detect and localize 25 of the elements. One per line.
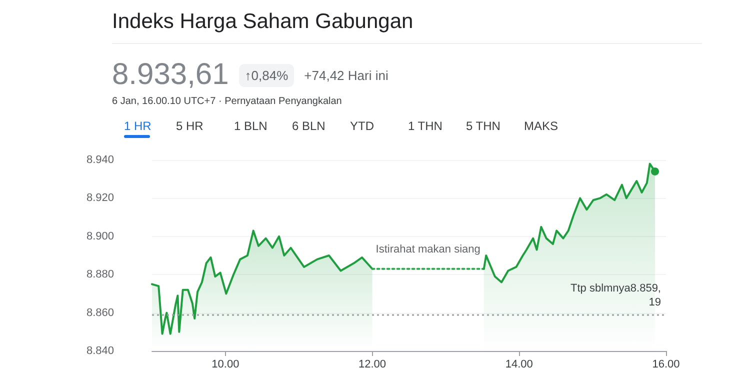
y-tick-label: 8.920 xyxy=(86,192,114,204)
text: 5 HR xyxy=(176,119,204,133)
text: YTD xyxy=(350,119,375,133)
x-tick-label: 16.00 xyxy=(652,358,680,370)
text: 1 BLN xyxy=(234,119,268,133)
y-tick-label: 8.940 xyxy=(86,154,114,166)
y-tick-label: 8.900 xyxy=(86,230,114,242)
text: 1 HR xyxy=(124,119,152,133)
ref-line-label: Ttp sblmnya8.859,19 xyxy=(570,282,661,308)
text: ↑0,84% xyxy=(238,64,294,86)
y-tick-label: 8.840 xyxy=(86,345,114,357)
text: +74,42 Hari ini xyxy=(304,68,388,82)
chart-subtitle: 8.933,61 xyxy=(112,58,229,92)
x-tick-label: 10.00 xyxy=(212,358,240,370)
x-tick-label: 12.00 xyxy=(358,358,386,370)
y-tick-label: 8.860 xyxy=(86,306,114,319)
y-tick-label: 8.880 xyxy=(86,268,114,281)
x-tick-label: 14.00 xyxy=(505,358,533,370)
annotation: Istirahat makan siang xyxy=(376,243,480,256)
text: 1 THN xyxy=(408,119,444,133)
chart-title: Indeks Harga Saham Gabungan xyxy=(112,10,414,34)
text: 6 BLN xyxy=(292,119,326,133)
text: 6 Jan, 16.00.10 UTC+7 · Pernyataan Penyangkalan xyxy=(112,96,342,107)
text: 5 THN xyxy=(466,119,502,133)
text: MAKS xyxy=(524,119,560,133)
